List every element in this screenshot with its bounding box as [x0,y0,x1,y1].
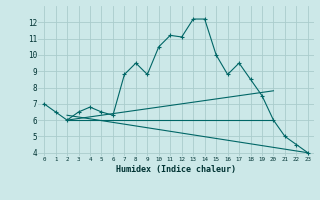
X-axis label: Humidex (Indice chaleur): Humidex (Indice chaleur) [116,165,236,174]
